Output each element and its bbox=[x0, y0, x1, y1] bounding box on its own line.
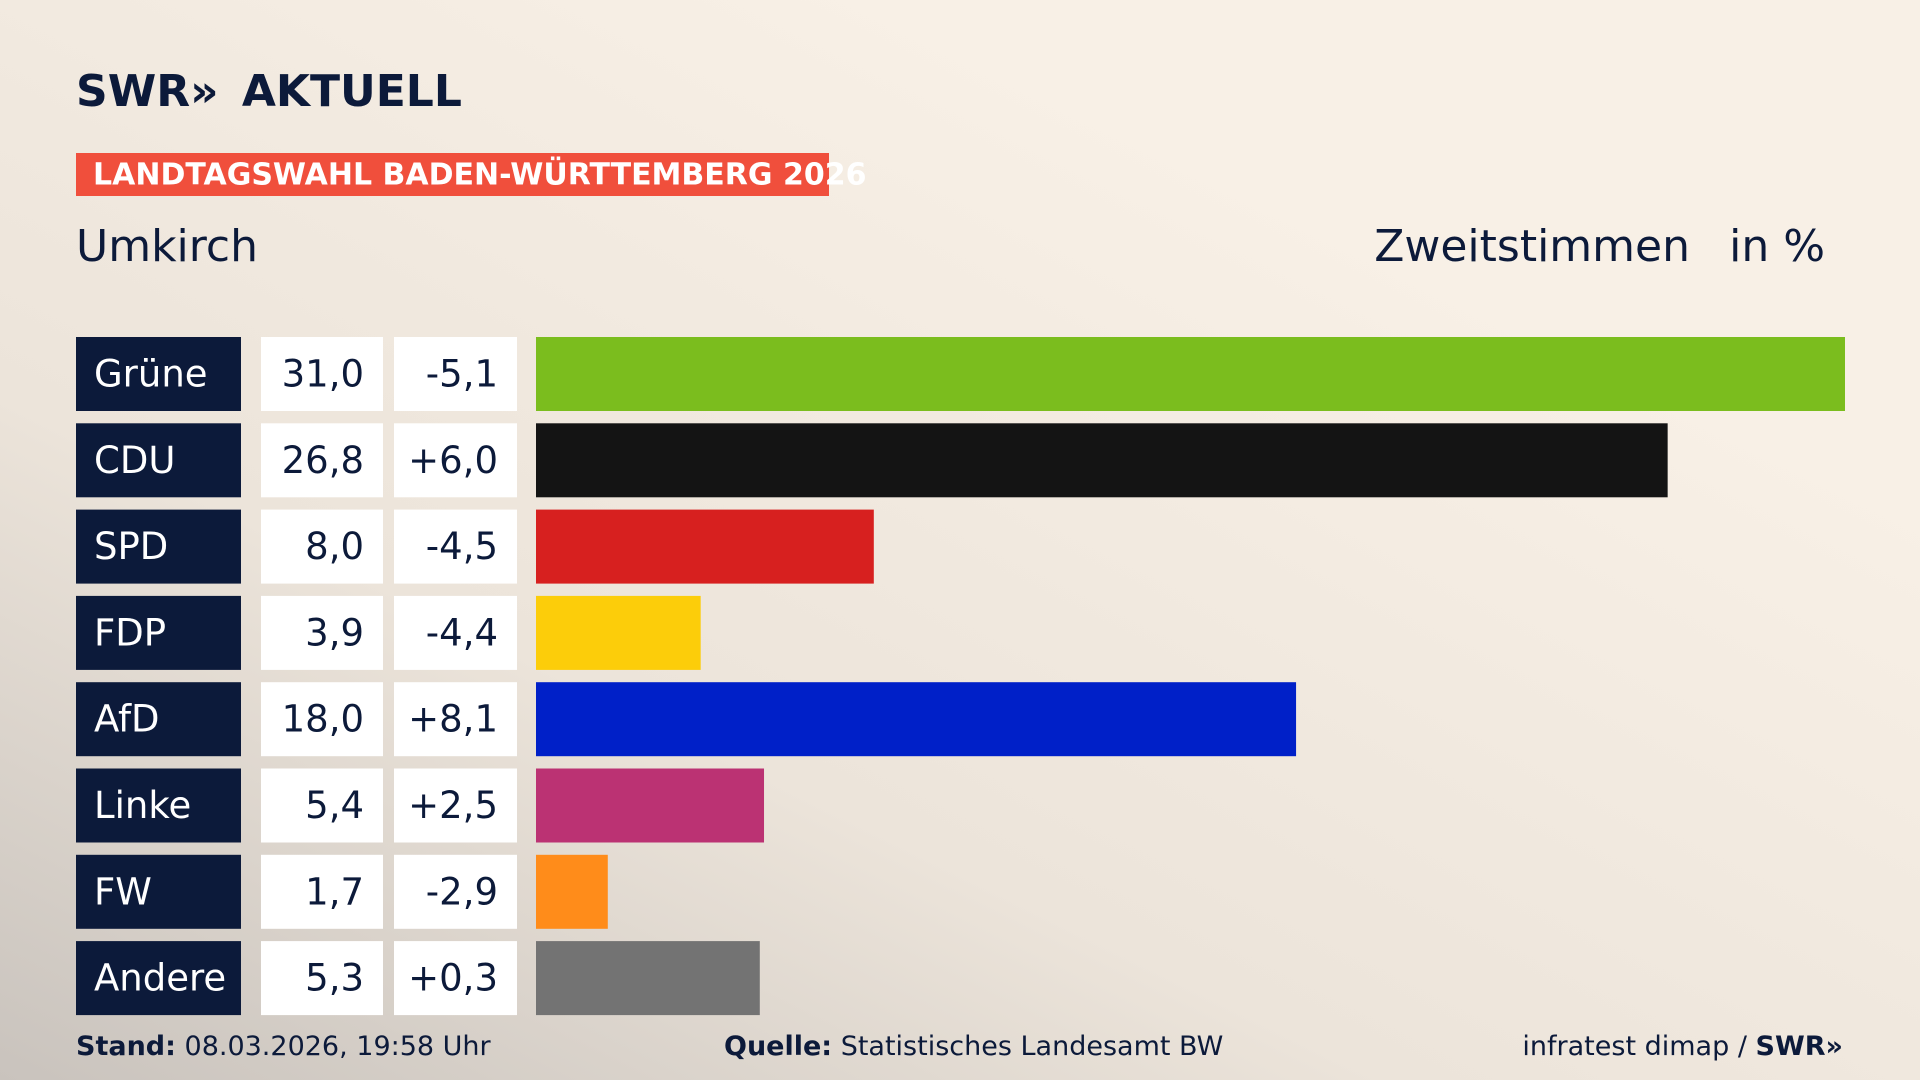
bar bbox=[536, 509, 874, 584]
brand-swr: SWR» bbox=[76, 66, 219, 117]
party-label: FDP bbox=[94, 611, 166, 654]
party-label: AfD bbox=[94, 698, 160, 741]
bar bbox=[536, 854, 608, 929]
change-box bbox=[394, 682, 517, 757]
stand-label: Stand: bbox=[76, 1031, 176, 1062]
unit-label: in % bbox=[1729, 221, 1825, 272]
value-label: 1,7 bbox=[305, 870, 364, 913]
change-label: -2,9 bbox=[426, 870, 498, 913]
change-label: +6,0 bbox=[408, 439, 498, 482]
value-box bbox=[261, 941, 383, 1016]
change-box bbox=[394, 768, 517, 843]
change-box bbox=[394, 423, 517, 498]
change-label: +2,5 bbox=[408, 784, 498, 827]
banner-box bbox=[76, 153, 829, 196]
brand: SWR» AKTUELL bbox=[76, 66, 462, 117]
bar bbox=[536, 682, 1297, 757]
value-box bbox=[261, 509, 383, 584]
value-label: 26,8 bbox=[282, 439, 364, 482]
change-box bbox=[394, 509, 517, 584]
bar bbox=[536, 423, 1668, 498]
bar bbox=[536, 768, 765, 843]
change-box bbox=[394, 595, 517, 670]
party-label: Linke bbox=[94, 784, 191, 827]
credit: infratest dimap / bbox=[1522, 1031, 1747, 1062]
bar bbox=[536, 337, 1845, 411]
change-box bbox=[394, 941, 517, 1016]
source-label: Quelle: bbox=[724, 1031, 832, 1062]
value-label: 3,9 bbox=[305, 611, 364, 654]
party-box bbox=[76, 509, 241, 584]
bar bbox=[536, 941, 760, 1016]
party-box bbox=[76, 682, 241, 757]
banner: LANDTAGSWAHL BADEN-WÜRTTEMBERG 2026 bbox=[93, 156, 866, 193]
party-box bbox=[76, 595, 241, 670]
value-box bbox=[261, 854, 383, 929]
change-box bbox=[394, 854, 517, 929]
footer-credit: infratest dimap / SWR» bbox=[1522, 1031, 1843, 1062]
value-box bbox=[261, 768, 383, 843]
party-box bbox=[76, 854, 241, 929]
footer-source: Quelle: Statistisches Landesamt BW bbox=[724, 1031, 1223, 1062]
value-box bbox=[261, 423, 383, 498]
source: Statistisches Landesamt BW bbox=[841, 1031, 1224, 1062]
party-label: SPD bbox=[94, 525, 168, 568]
party-box bbox=[76, 941, 241, 1016]
party-label: Grüne bbox=[94, 353, 208, 396]
value-label: 5,4 bbox=[305, 784, 364, 827]
party-box bbox=[76, 768, 241, 843]
stand: 08.03.2026, 19:58 Uhr bbox=[185, 1031, 492, 1062]
footer-stand: Stand: 08.03.2026, 19:58 Uhr bbox=[76, 1031, 492, 1062]
change-label: +8,1 bbox=[408, 698, 498, 741]
value-label: 18,0 bbox=[282, 698, 364, 741]
change-label: +0,3 bbox=[408, 957, 498, 1000]
bar bbox=[536, 595, 701, 670]
value-label: 5,3 bbox=[305, 957, 364, 1000]
party-label: CDU bbox=[94, 439, 175, 482]
change-label: -4,4 bbox=[426, 611, 498, 654]
value-label: 8,0 bbox=[305, 525, 364, 568]
change-label: -4,5 bbox=[426, 525, 498, 568]
change-label: -5,1 bbox=[426, 353, 498, 396]
value-box bbox=[261, 337, 383, 411]
change-box bbox=[394, 337, 517, 411]
credit-brand: SWR» bbox=[1756, 1031, 1843, 1062]
value-box bbox=[261, 595, 383, 670]
party-box bbox=[76, 337, 241, 411]
value-label: 31,0 bbox=[282, 353, 364, 396]
party-box bbox=[76, 423, 241, 498]
brand-aktuell: AKTUELL bbox=[242, 66, 462, 117]
party-label: Andere bbox=[94, 957, 226, 1000]
party-label: FW bbox=[94, 870, 152, 913]
subtitle: Zweitstimmen bbox=[1374, 221, 1690, 272]
value-box bbox=[261, 682, 383, 757]
chart-title: Umkirch bbox=[76, 221, 258, 272]
